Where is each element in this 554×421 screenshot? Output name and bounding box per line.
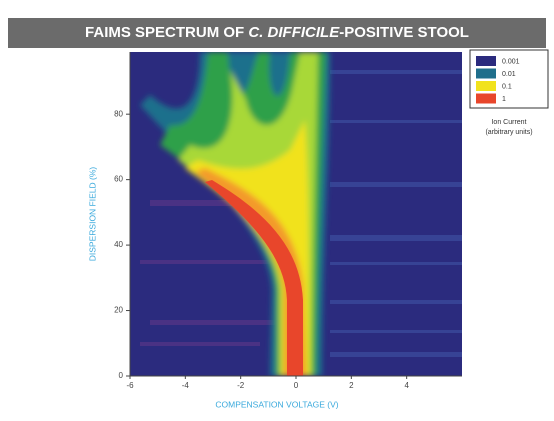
legend-label: 0.1 <box>502 83 512 90</box>
y-tick-label: 80 <box>114 109 123 118</box>
x-tick-label: -2 <box>237 381 245 390</box>
x-tick-label: 4 <box>404 381 409 390</box>
y-tick-label: 0 <box>119 371 124 380</box>
title-part: C. DIFFICILE <box>248 24 340 41</box>
legend-label: 1 <box>502 96 506 103</box>
y-tick-label: 20 <box>114 306 123 315</box>
x-tick-label: 0 <box>294 381 299 390</box>
x-tick-label: -6 <box>126 381 134 390</box>
y-tick-label: 40 <box>114 240 123 249</box>
legend-swatch <box>476 56 496 66</box>
x-axis-label: COMPENSATION VOLTAGE (V) <box>215 399 338 409</box>
y-axis-label: DISPERSION FIELD (%) <box>87 167 97 262</box>
chart-title: FAIMS SPECTRUM OF C. DIFFICILE-POSITIVE … <box>85 24 469 41</box>
legend-title: Ion Current <box>491 119 526 126</box>
title-bar <box>8 18 546 48</box>
legend-swatch <box>476 68 496 79</box>
legend-swatch <box>476 81 496 91</box>
x-tick-label: -4 <box>182 381 190 390</box>
y-tick-label: 60 <box>114 175 123 184</box>
legend-swatch <box>476 93 496 104</box>
heatmap <box>130 52 462 376</box>
x-tick-label: 2 <box>349 381 354 390</box>
legend-label: 0.001 <box>502 58 520 65</box>
legend-label: 0.01 <box>502 71 516 78</box>
title-part: -POSITIVE STOOL <box>339 24 469 41</box>
title-part: FAIMS SPECTRUM OF <box>85 24 248 41</box>
legend-subtitle: (arbitrary units) <box>485 129 532 136</box>
